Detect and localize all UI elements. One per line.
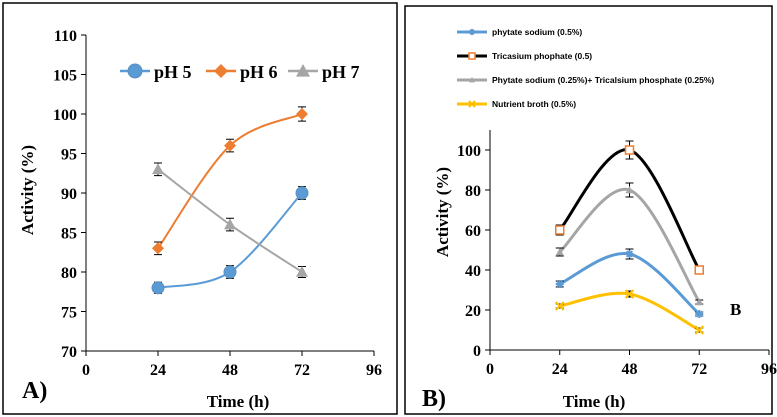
chart-b-legend: phytate sodium (0.5%) Tricasium phophate … (457, 27, 714, 109)
x-tick-label: 72 (691, 361, 707, 378)
x-tick-label: 96 (761, 361, 777, 378)
chart-a-plot: 70 75 80 85 90 95 100 105 110 0 24 48 72 96 pH 5 pH 6 pH… (53, 28, 382, 379)
y-tick-label: 95 (61, 147, 77, 164)
x-tick-label: 48 (622, 361, 638, 378)
data-point (224, 218, 236, 230)
data-point (152, 163, 164, 175)
data-point (624, 289, 635, 299)
chart-a-svg: Activity (%) Time (h) A) 70 75 80 85 90 95 100… (2, 2, 398, 415)
chart-b-ylabel: Activity (%) (433, 167, 452, 257)
data-point (624, 145, 635, 155)
chart-b-frame (404, 5, 773, 415)
data-point (555, 301, 565, 311)
chart-b-xlabel: Time (h) (563, 392, 626, 411)
x-tick-label: 24 (552, 361, 568, 378)
chart-a-ylabel: Activity (%) (18, 145, 37, 235)
x-tick-label: 96 (366, 362, 382, 379)
data-point (625, 250, 634, 258)
data-point (224, 139, 236, 152)
chart-a-frame (2, 2, 398, 415)
x-tick-label: 72 (294, 362, 310, 379)
x-tick-label: 0 (486, 361, 494, 378)
chart-a-xlabel: Time (h) (207, 392, 270, 411)
data-point (296, 266, 308, 277)
legend-label: pH 7 (322, 62, 360, 82)
data-point (694, 325, 704, 335)
legend-marker (469, 29, 475, 35)
data-point (555, 280, 564, 288)
chart-b-panel-label: B) (422, 386, 446, 412)
x-tick-label: 0 (82, 362, 90, 379)
y-tick-label: 20 (465, 303, 481, 320)
data-point (695, 310, 704, 318)
legend-marker (468, 52, 476, 60)
data-point (695, 298, 704, 306)
legend-marker (296, 64, 310, 77)
y-tick-label: 105 (53, 68, 77, 85)
data-point (555, 225, 565, 235)
y-tick-label: 85 (61, 226, 77, 243)
x-tick-label: 48 (222, 362, 238, 379)
legend-label: pH 6 (240, 62, 278, 82)
y-tick-label: 0 (473, 343, 481, 360)
y-tick-label: 40 (465, 263, 481, 280)
data-point (625, 186, 634, 194)
chart-a-panel-label: A) (22, 378, 47, 404)
x-tick-label: 24 (150, 362, 166, 379)
legend-label: Phytate sodium (0.25%)+ Tricalsium phosp… (492, 75, 714, 85)
y-tick-label: 90 (61, 186, 77, 203)
legend-marker (127, 63, 143, 79)
y-tick-label: 80 (465, 183, 481, 200)
data-point (295, 186, 309, 200)
chart-panel-a: Activity (%) Time (h) A) 70 75 80 85 90 95 100… (2, 2, 398, 415)
y-tick-label: 100 (53, 107, 77, 124)
legend-label: phytate sodium (0.5%) (492, 27, 582, 37)
y-tick-label: 70 (61, 344, 77, 361)
data-point (152, 242, 164, 255)
legend-label: pH 5 (154, 62, 192, 82)
chart-b-svg: Activity (%) Time (h) B) B phytate sodiu… (404, 5, 777, 415)
data-point (223, 265, 237, 279)
legend-marker (468, 100, 476, 108)
legend-marker (214, 64, 228, 78)
data-point (694, 265, 704, 275)
y-tick-label: 100 (457, 143, 481, 160)
y-tick-label: 60 (465, 223, 481, 240)
y-tick-label: 110 (54, 28, 77, 45)
data-point (555, 248, 564, 256)
legend-label: Nutrient broth (0.5%) (492, 99, 576, 109)
legend-label: Tricasium phophate (0.5) (492, 51, 592, 61)
data-point (296, 108, 308, 120)
y-tick-label: 75 (61, 305, 77, 322)
chart-panel-b: Activity (%) Time (h) B) B phytate sodiu… (402, 0, 777, 417)
legend-marker (469, 77, 475, 83)
chart-b-plot: 0 20 40 60 80 100 0 24 48 72 96 (457, 130, 777, 378)
y-tick-label: 80 (61, 265, 77, 282)
chart-b-annotation: B (730, 300, 741, 319)
data-point (151, 281, 165, 295)
